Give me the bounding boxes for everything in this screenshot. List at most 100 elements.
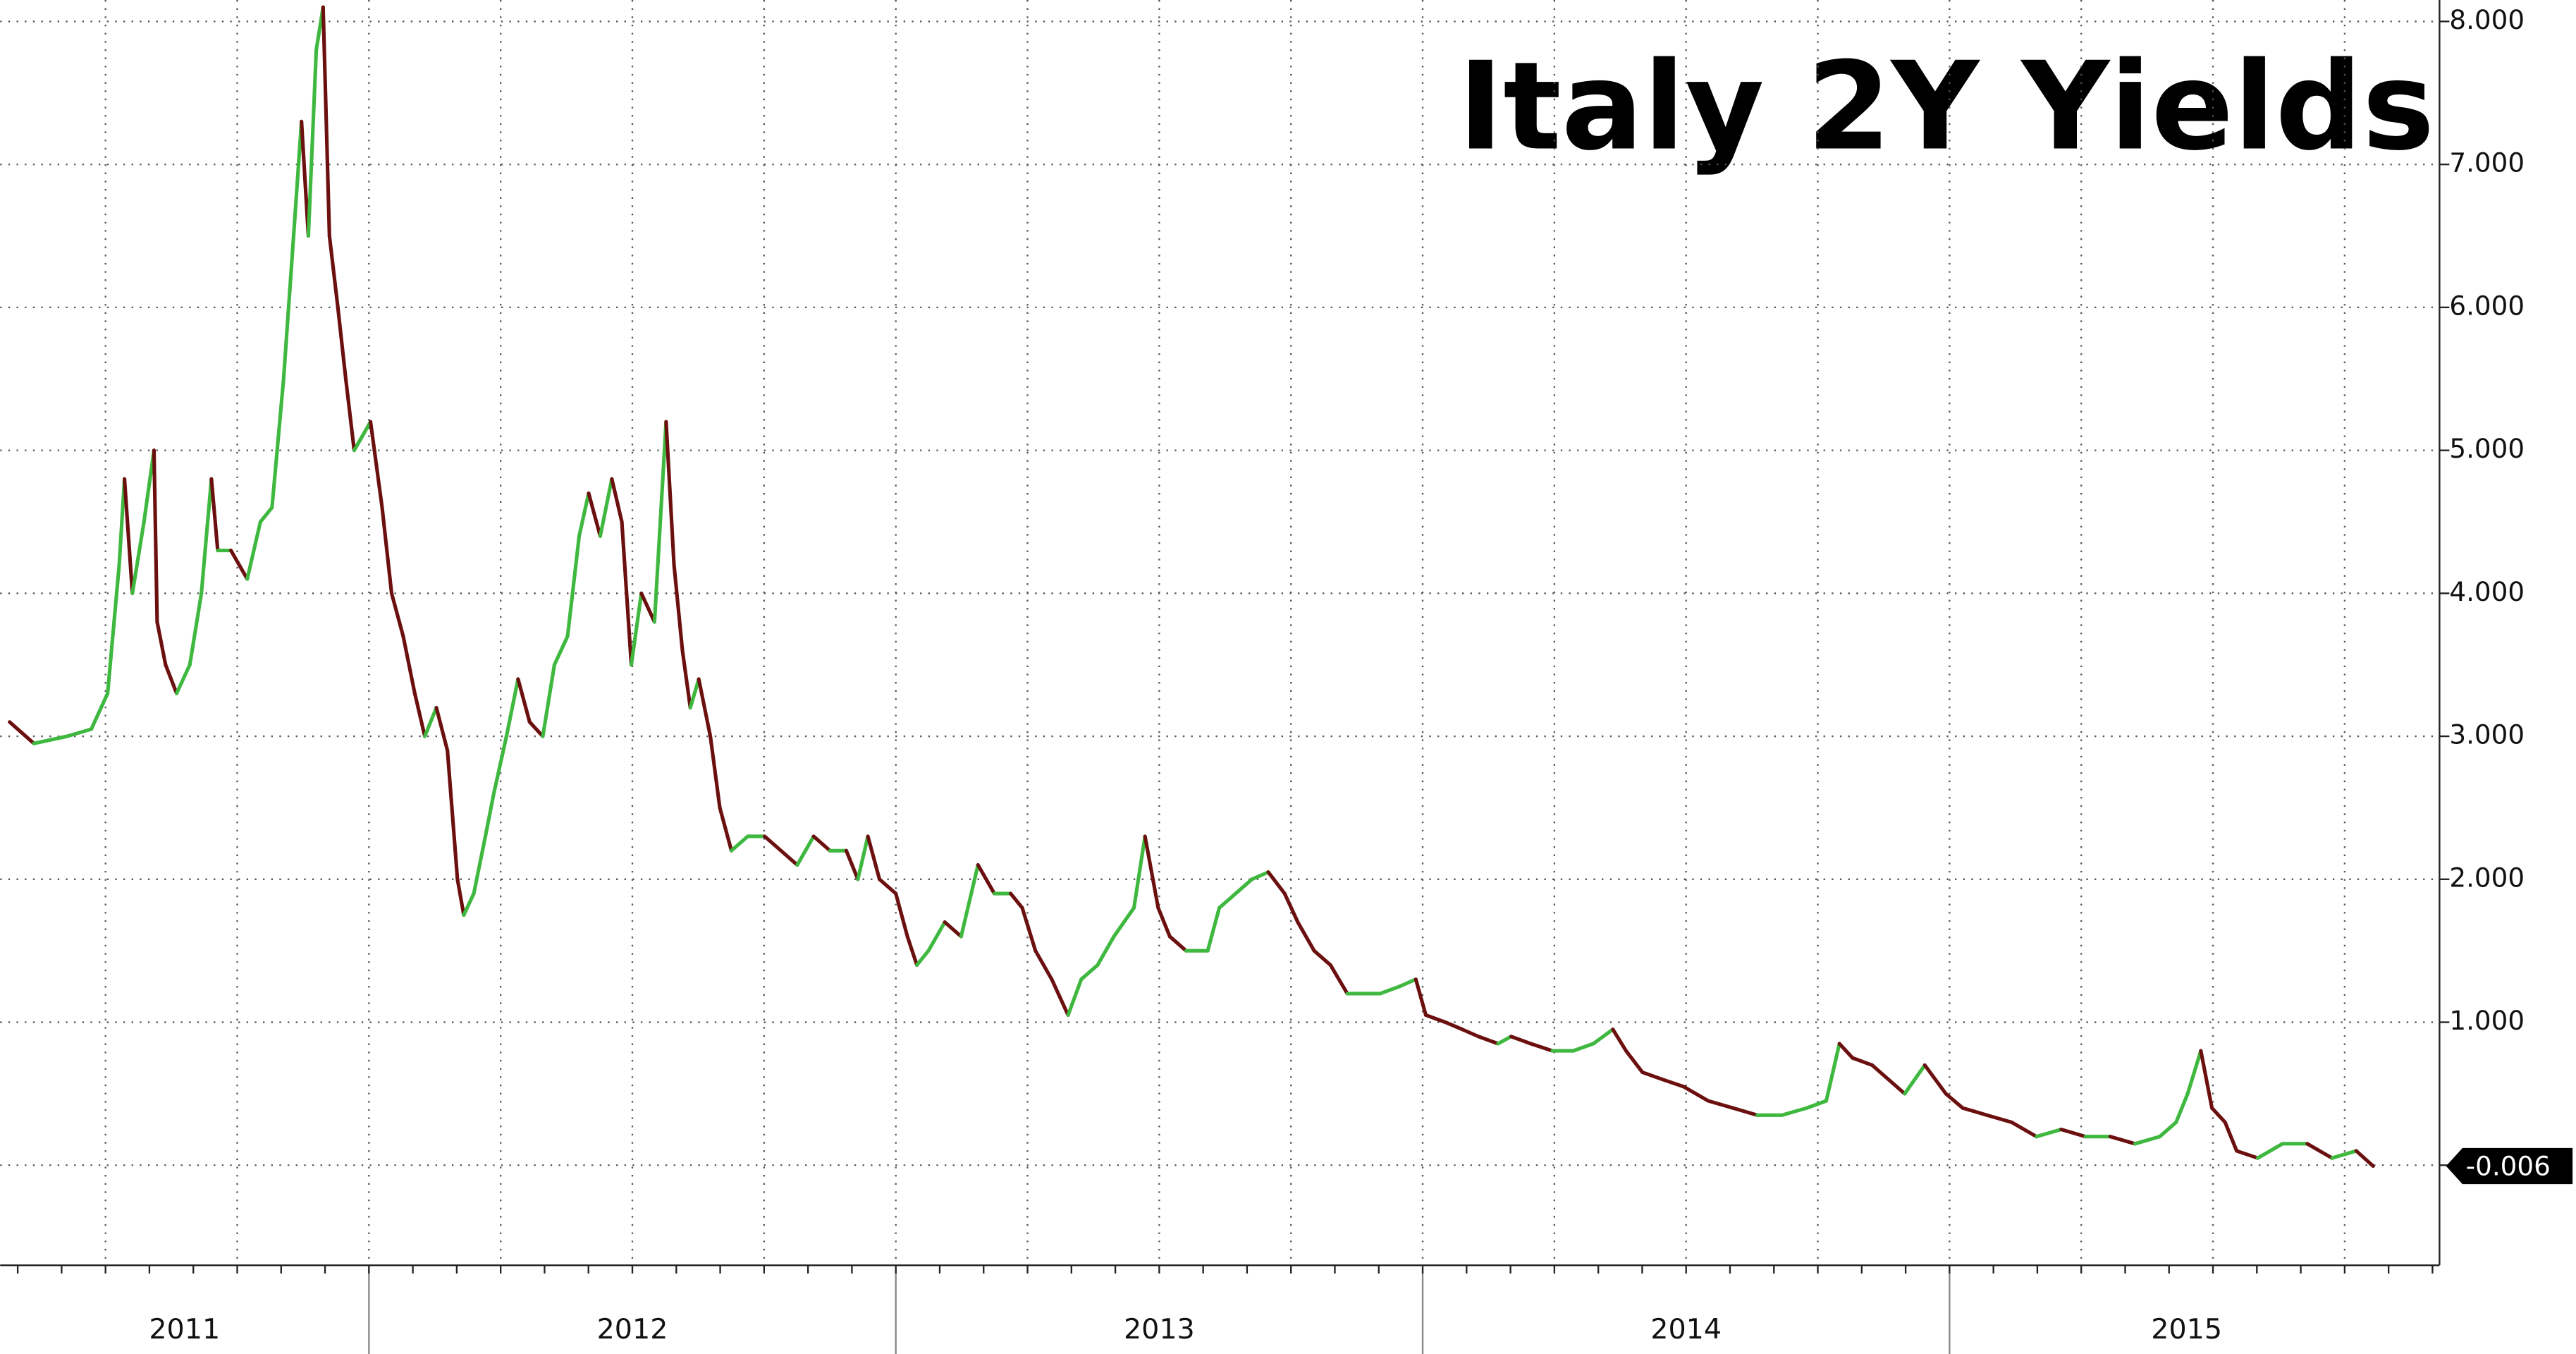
price-segment (306, 48, 319, 238)
price-segment (1824, 1042, 1841, 1103)
price-segment (598, 477, 614, 538)
price-segment (1780, 1106, 1809, 1117)
price-segment (2009, 1120, 2039, 1139)
price-segment (2256, 1142, 2285, 1160)
price-segment (142, 449, 156, 524)
price-segment (639, 591, 656, 624)
y-tick-label: 5.000 (2449, 433, 2525, 464)
price-segment (718, 805, 734, 853)
price-segment (1731, 1106, 1760, 1117)
price-segment (123, 477, 135, 595)
price-segment (164, 663, 179, 695)
price-segment (291, 119, 304, 238)
price-segment (1903, 1063, 1927, 1096)
price-segment (245, 520, 262, 581)
price-segment (587, 491, 602, 538)
price-segment (155, 620, 168, 667)
price-segment (300, 119, 310, 238)
price-segment (610, 477, 624, 524)
price-segment (2223, 1120, 2239, 1153)
price-segment (729, 834, 750, 853)
price-segment (65, 727, 94, 738)
price-segment (188, 591, 204, 667)
price-segment (680, 648, 692, 710)
price-segment (1528, 1042, 1554, 1053)
price-segment (1066, 977, 1084, 1017)
price-segment (527, 720, 545, 738)
price-segment (1378, 984, 1402, 996)
price-segment (422, 705, 438, 738)
x-tick-label: 2012 (597, 1313, 668, 1346)
price-segment (915, 949, 931, 968)
price-segment (1443, 1020, 1464, 1032)
price-segment (1496, 1035, 1514, 1046)
price-segment (1640, 1070, 1664, 1082)
price-segment (446, 748, 460, 882)
price-segment (2157, 1120, 2178, 1139)
price-segment (2354, 1149, 2375, 1169)
price-segment (1985, 1113, 2014, 1125)
x-tick-label: 2015 (2151, 1313, 2222, 1346)
price-segment (1413, 977, 1428, 1017)
price-segment (327, 233, 340, 310)
price-segment (1660, 1078, 1686, 1089)
price-segment (343, 377, 356, 453)
price-segment (483, 791, 496, 838)
price-segment (1296, 920, 1316, 953)
y-tick-label: 8.000 (2449, 4, 2525, 35)
price-segment (1156, 905, 1172, 939)
y-tick-label: 1.000 (2449, 1005, 2525, 1036)
price-segment (106, 563, 121, 695)
price-segment (117, 477, 127, 567)
price-segment (1509, 1035, 1533, 1046)
price-segment (877, 877, 898, 896)
price-segment (504, 677, 520, 738)
price-segment (1079, 963, 1100, 982)
price-segment (2035, 1128, 2063, 1139)
price-segment (228, 548, 250, 581)
price-segment (1870, 1063, 1891, 1082)
price-segment (652, 420, 668, 624)
price-segment (491, 734, 508, 795)
price-segment (672, 563, 685, 652)
price-segment (352, 420, 373, 453)
price-segment (389, 591, 405, 638)
price-segment (472, 834, 488, 896)
price-segment (1020, 905, 1038, 953)
price-segment (697, 677, 713, 738)
price-segment (1837, 1042, 1855, 1060)
price-segment (270, 377, 286, 510)
price-segment (1143, 834, 1160, 910)
price-segment (1681, 1085, 1710, 1103)
price-segment (1851, 1056, 1875, 1067)
price-segment (577, 491, 591, 538)
price-segment (462, 891, 476, 917)
price-segment (281, 233, 296, 381)
chart-title: Italy 2Y Yields (1458, 35, 2434, 177)
price-segment (2059, 1128, 2087, 1139)
y-tick-label: 7.000 (2449, 147, 2525, 178)
price-segment (2133, 1135, 2162, 1146)
price-segment (541, 663, 556, 738)
price-segment (401, 634, 417, 695)
price-segment (2209, 1106, 2227, 1125)
price-segment (175, 663, 192, 695)
price-segment (336, 305, 348, 381)
price-segment (1250, 870, 1270, 882)
price-segment (811, 834, 832, 853)
y-tick-label: 3.000 (2449, 719, 2525, 750)
price-segment (1328, 963, 1349, 996)
price-segment (200, 477, 214, 595)
price-segment (1282, 891, 1300, 925)
price-segment (1167, 934, 1189, 953)
price-segment (709, 734, 722, 810)
price-segment (209, 477, 220, 553)
price-segment (620, 520, 634, 667)
price-segment (32, 734, 69, 745)
price-segment (321, 5, 331, 238)
price-segment (2330, 1149, 2358, 1160)
price-segment (8, 720, 36, 745)
price-segment (1050, 977, 1070, 1017)
price-segment (976, 862, 997, 896)
price-segment (1397, 977, 1418, 989)
